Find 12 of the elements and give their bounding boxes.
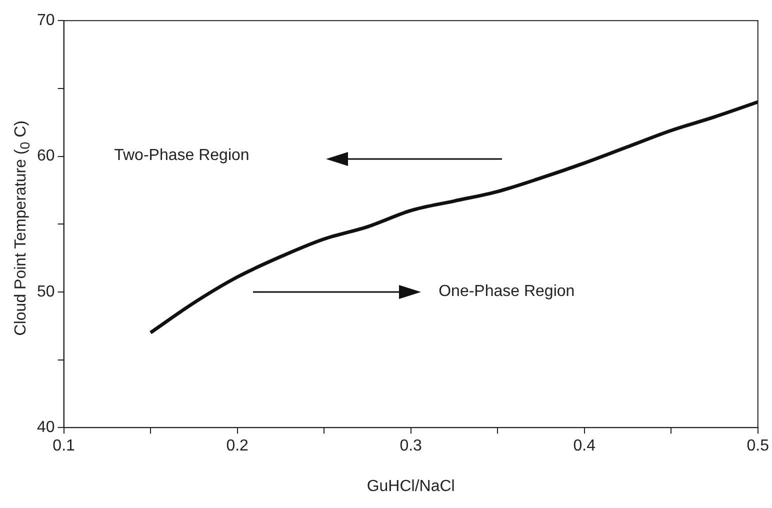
annotation: One-Phase Region [438, 283, 575, 302]
y-tick-label: 50 [37, 283, 55, 300]
y-tick-label: 60 [37, 148, 55, 165]
y-tick-label: 40 [37, 419, 55, 436]
annotation: Two-Phase Region [114, 147, 250, 166]
x-axis-title: GuHCl/NaCl [366, 478, 455, 495]
x-tick-label: 0.3 [400, 438, 422, 455]
x-tick-label: 0.2 [226, 438, 249, 455]
y-tick-label: 70 [37, 12, 55, 30]
x-tick-label: 0.5 [746, 438, 770, 455]
x-tick-label: 0.4 [573, 438, 596, 455]
x-tick-label: 0.1 [52, 438, 76, 455]
